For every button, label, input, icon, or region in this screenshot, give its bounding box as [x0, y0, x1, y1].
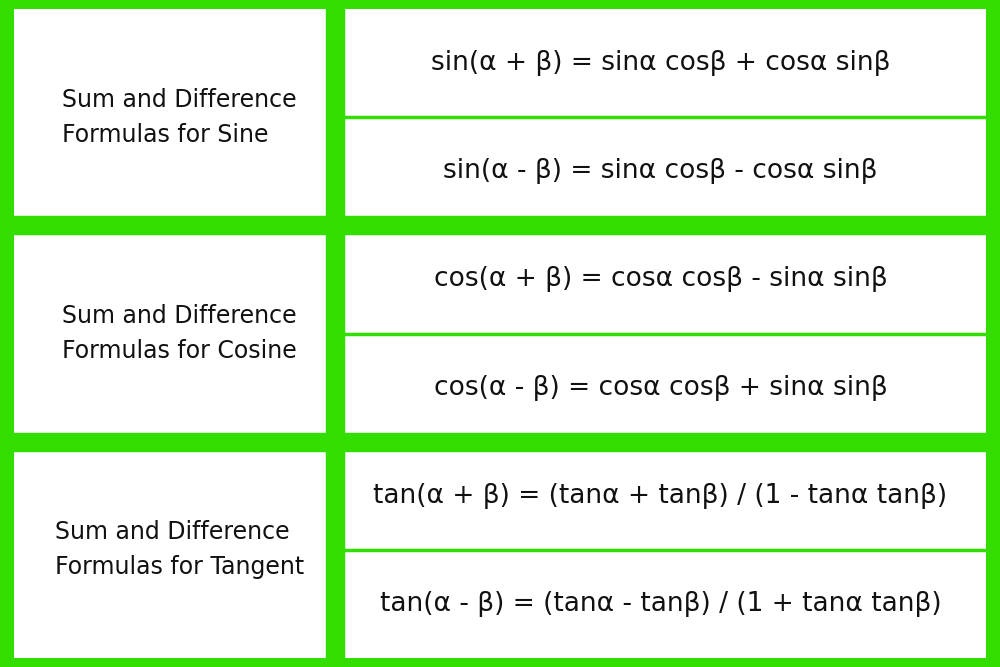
Text: sin(α + β) = sinα cosβ + cosα sinβ: sin(α + β) = sinα cosβ + cosα sinβ [431, 51, 890, 76]
Text: tan(α + β) = (tanα + tanβ) / (1 - tanα tanβ): tan(α + β) = (tanα + tanβ) / (1 - tanα t… [373, 483, 947, 508]
Text: tan(α - β) = (tanα - tanβ) / (1 + tanα tanβ): tan(α - β) = (tanα - tanβ) / (1 + tanα t… [380, 591, 941, 616]
Text: cos(α + β) = cosα cosβ - sinα sinβ: cos(α + β) = cosα cosβ - sinα sinβ [434, 267, 887, 292]
Text: sin(α - β) = sinα cosβ - cosα sinβ: sin(α - β) = sinα cosβ - cosα sinβ [443, 159, 878, 184]
Text: Sum and Difference
Formulas for Cosine: Sum and Difference Formulas for Cosine [62, 303, 297, 364]
Text: cos(α - β) = cosα cosβ + sinα sinβ: cos(α - β) = cosα cosβ + sinα sinβ [434, 375, 887, 400]
Text: Sum and Difference
Formulas for Tangent: Sum and Difference Formulas for Tangent [55, 520, 304, 580]
Text: Sum and Difference
Formulas for Sine: Sum and Difference Formulas for Sine [62, 87, 297, 147]
